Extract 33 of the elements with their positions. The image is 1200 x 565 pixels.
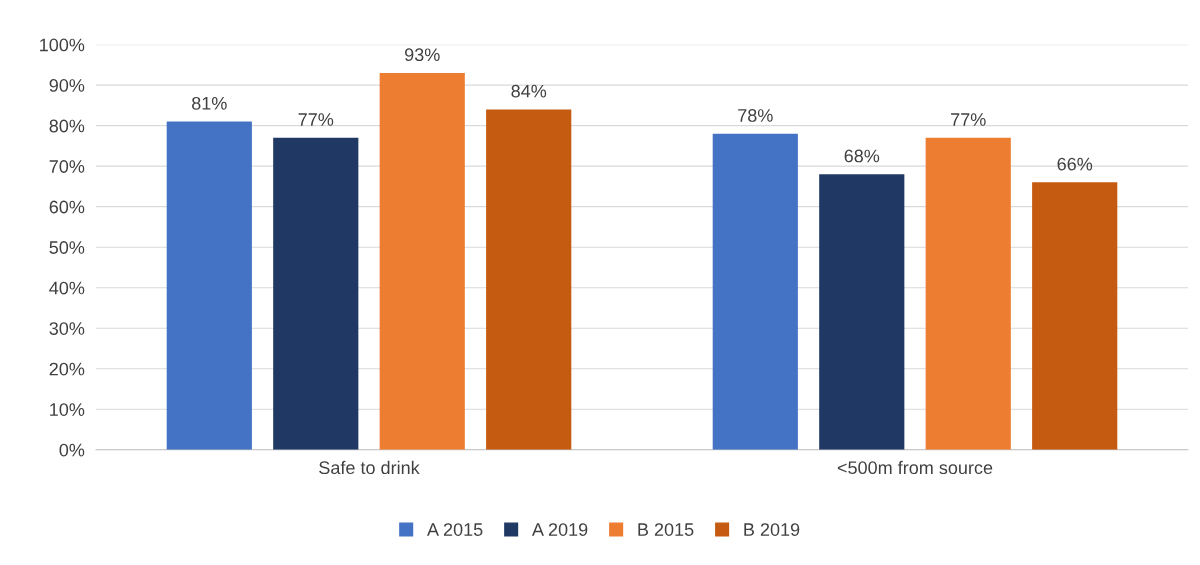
data-label: 84% xyxy=(511,84,547,98)
legend-label: A 2015 xyxy=(427,523,483,536)
x-tick-label: <500m from source xyxy=(837,460,993,475)
data-label: 66% xyxy=(1057,157,1093,171)
y-tick-label: 10% xyxy=(50,403,85,416)
bar xyxy=(1032,182,1118,450)
bar xyxy=(379,72,465,450)
data-label: 77% xyxy=(298,113,334,126)
y-tick-label: 50% xyxy=(49,241,85,254)
legend-label: A 2019 xyxy=(531,523,588,536)
legend-label: B 2015 xyxy=(638,523,694,536)
data-label: 81% xyxy=(192,96,227,110)
y-tick-label: 80% xyxy=(49,119,85,133)
data-label: 93% xyxy=(405,48,440,62)
data-label: 68% xyxy=(844,149,880,163)
legend-label: B 2019 xyxy=(744,523,800,536)
bar xyxy=(819,174,905,450)
y-tick-label: 90% xyxy=(49,79,85,92)
y-tick-label: 60% xyxy=(49,200,85,214)
y-tick-label: 30% xyxy=(49,322,85,335)
bar xyxy=(166,121,252,450)
bar xyxy=(273,137,359,450)
data-label: 77% xyxy=(951,113,986,126)
y-tick-label: 20% xyxy=(49,362,85,376)
y-tick-label: 70% xyxy=(49,160,85,173)
x-tick-label: Safe to drink xyxy=(319,460,420,475)
y-tick-label: 100% xyxy=(40,38,85,52)
y-tick-label: 0% xyxy=(59,443,85,457)
bar xyxy=(712,133,798,450)
bar xyxy=(486,109,572,450)
y-tick-label: 40% xyxy=(49,281,85,295)
data-label: 78% xyxy=(738,109,773,122)
bar xyxy=(925,137,1011,450)
